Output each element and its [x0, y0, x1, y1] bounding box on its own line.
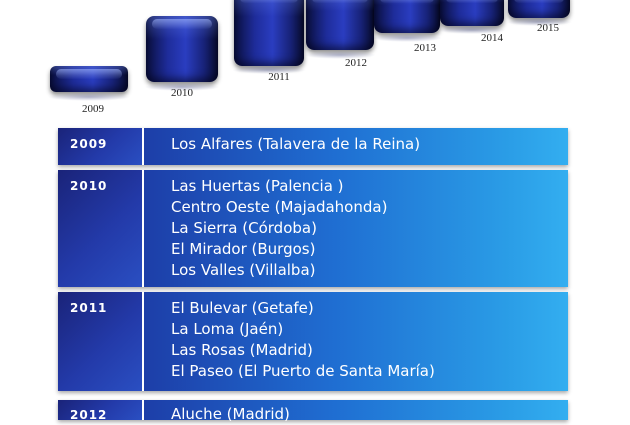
year-cell: 2011	[58, 292, 144, 391]
block-2009-reflection	[48, 93, 130, 101]
block-2012	[306, 0, 374, 50]
block-year-label: 2011	[268, 71, 290, 83]
centers-cell: El Bulevar (Getafe) La Loma (Jaén) Las R…	[144, 292, 568, 391]
center-item: Los Valles (Villalba)	[171, 261, 316, 279]
center-item: La Loma (Jaén)	[171, 320, 284, 338]
centers-cell: Aluche (Madrid)	[144, 400, 568, 423]
block-year-label: 2014	[481, 32, 503, 44]
timeline-row-2010: 2010 Las Huertas (Palencia ) Centro Oest…	[58, 170, 568, 287]
centers-list: Los Alfares (Talavera de la Reina)	[171, 134, 420, 155]
row-year: 2010	[70, 179, 108, 193]
center-item: Los Alfares (Talavera de la Reina)	[171, 135, 421, 153]
block-2012-reflection	[304, 51, 376, 59]
row-year: 2012	[70, 408, 108, 422]
block-year-label: 2010	[171, 87, 193, 99]
center-item: Las Rosas (Madrid)	[171, 341, 313, 359]
block-2015-reflection	[506, 18, 572, 26]
center-item: Centro Oeste (Majadahonda)	[171, 198, 388, 216]
block-year-label: 2009	[82, 103, 104, 115]
center-item: El Bulevar (Getafe)	[171, 299, 314, 317]
block-2013	[374, 0, 440, 33]
centers-list: Las Huertas (Palencia ) Centro Oeste (Ma…	[171, 176, 387, 281]
row-year: 2009	[70, 137, 108, 151]
growth-blocks-graphic: 2009 2010 2011 2012 2013 2014 2015	[0, 0, 630, 122]
centers-cell: Las Huertas (Palencia ) Centro Oeste (Ma…	[144, 170, 568, 287]
block-2011	[234, 0, 304, 66]
year-cell: 2012	[58, 400, 144, 422]
center-item: El Paseo (El Puerto de Santa María)	[171, 362, 435, 380]
block-year-label: 2012	[345, 57, 367, 69]
timeline-row-2012: 2012 Aluche (Madrid)	[58, 400, 568, 423]
timeline-row-2011: 2011 El Bulevar (Getafe) La Loma (Jaén) …	[58, 292, 568, 391]
row-year: 2011	[70, 301, 108, 315]
block-2014	[440, 0, 504, 26]
year-cell: 2010	[58, 170, 144, 287]
center-item: Las Huertas (Palencia )	[171, 177, 344, 195]
block-2013-reflection	[372, 34, 442, 42]
centers-cell: Los Alfares (Talavera de la Reina)	[144, 128, 568, 165]
block-2011-reflection	[232, 66, 306, 74]
block-2010-reflection	[144, 83, 220, 91]
block-2015	[508, 0, 570, 18]
center-item: La Sierra (Córdoba)	[171, 219, 317, 237]
centers-list: El Bulevar (Getafe) La Loma (Jaén) Las R…	[171, 298, 435, 382]
block-year-label: 2015	[537, 22, 559, 34]
center-item: Aluche (Madrid)	[171, 405, 290, 423]
block-year-label: 2013	[414, 42, 436, 54]
centers-list: Aluche (Madrid)	[171, 404, 290, 425]
timeline-row-2009: 2009 Los Alfares (Talavera de la Reina)	[58, 128, 568, 165]
year-cell: 2009	[58, 128, 144, 165]
block-2014-reflection	[438, 26, 506, 34]
block-2010	[146, 16, 218, 82]
center-item: El Mirador (Burgos)	[171, 240, 316, 258]
block-2009	[50, 66, 128, 92]
